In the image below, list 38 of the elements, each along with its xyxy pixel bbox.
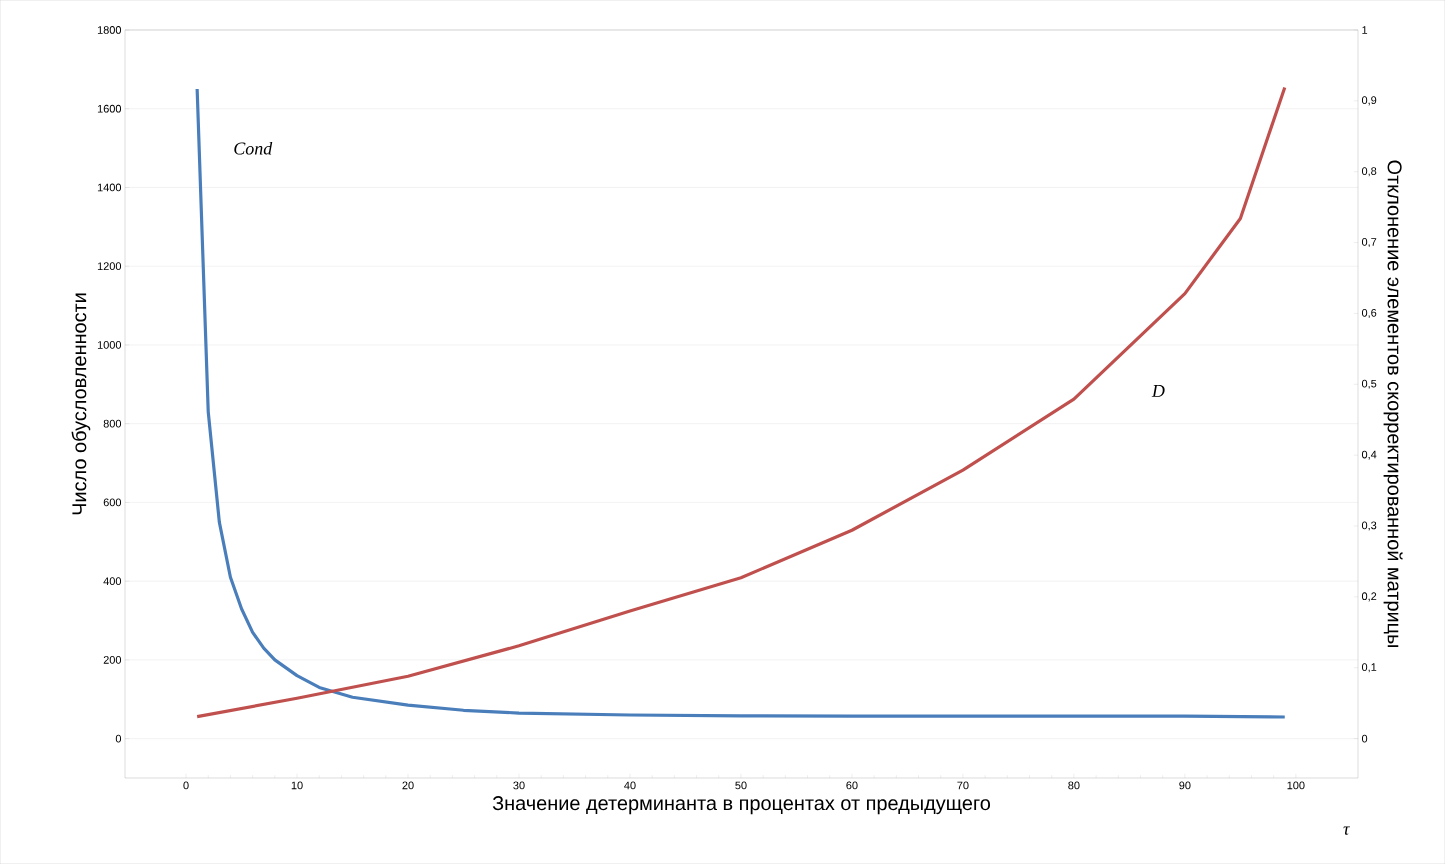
x-tick-label: 80 (1068, 781, 1080, 790)
x-tick-label: 40 (624, 781, 636, 790)
y-tick-label: 1200 (97, 262, 122, 271)
y-tick-label: 800 (103, 419, 122, 428)
annotation: D (1151, 385, 1165, 397)
x-tick-label: 100 (1287, 781, 1305, 790)
text: τ (1343, 826, 1350, 835)
y-tick-label: 1600 (97, 104, 122, 113)
y2-tick-label: 1 (1362, 26, 1368, 34)
x-tick-label: 20 (402, 781, 414, 790)
y-tick-label: 1800 (97, 26, 122, 34)
y-tick-label: 200 (103, 656, 122, 664)
y2-axis-title: Отклонение элементов скорректированной матрицы (1383, 160, 1403, 648)
x-tick-label: 70 (957, 781, 969, 790)
annotation: Cond (234, 141, 273, 155)
y-tick-label: 1000 (97, 341, 122, 349)
y2-tick-label: 0,7 (1361, 238, 1377, 248)
y2-tick-label: 0,6 (1361, 308, 1377, 318)
x-tick-label: 50 (735, 781, 747, 790)
y-tick-label: 400 (103, 577, 122, 586)
y2-tick-label: 0,5 (1361, 379, 1377, 389)
y2-tick-label: 0,8 (1361, 167, 1377, 177)
y2-tick-label: 0,3 (1361, 521, 1377, 531)
y2-tick-label: 0,2 (1361, 592, 1377, 602)
y-tick-label: 1400 (97, 183, 122, 192)
x-tick-label: 60 (846, 781, 858, 790)
y2-tick-label: 0,4 (1361, 450, 1377, 460)
x-tick-label: 0 (183, 781, 189, 790)
y-tick-label: 0 (115, 734, 122, 743)
y-tick-label: 600 (103, 498, 122, 507)
y2-tick-label: 0 (1361, 734, 1368, 743)
x-axis-title: Значение детерминанта в процентах от предыдущего (492, 796, 991, 815)
y2-tick-label: 0,1 (1361, 663, 1377, 673)
x-tick-label: 90 (1179, 781, 1191, 790)
x-tick-label: 10 (291, 781, 303, 790)
y2-tick-label: 0,9 (1361, 96, 1377, 106)
y-axis-title: Число обусловленности (71, 293, 91, 515)
x-tick-label: 30 (513, 781, 525, 790)
